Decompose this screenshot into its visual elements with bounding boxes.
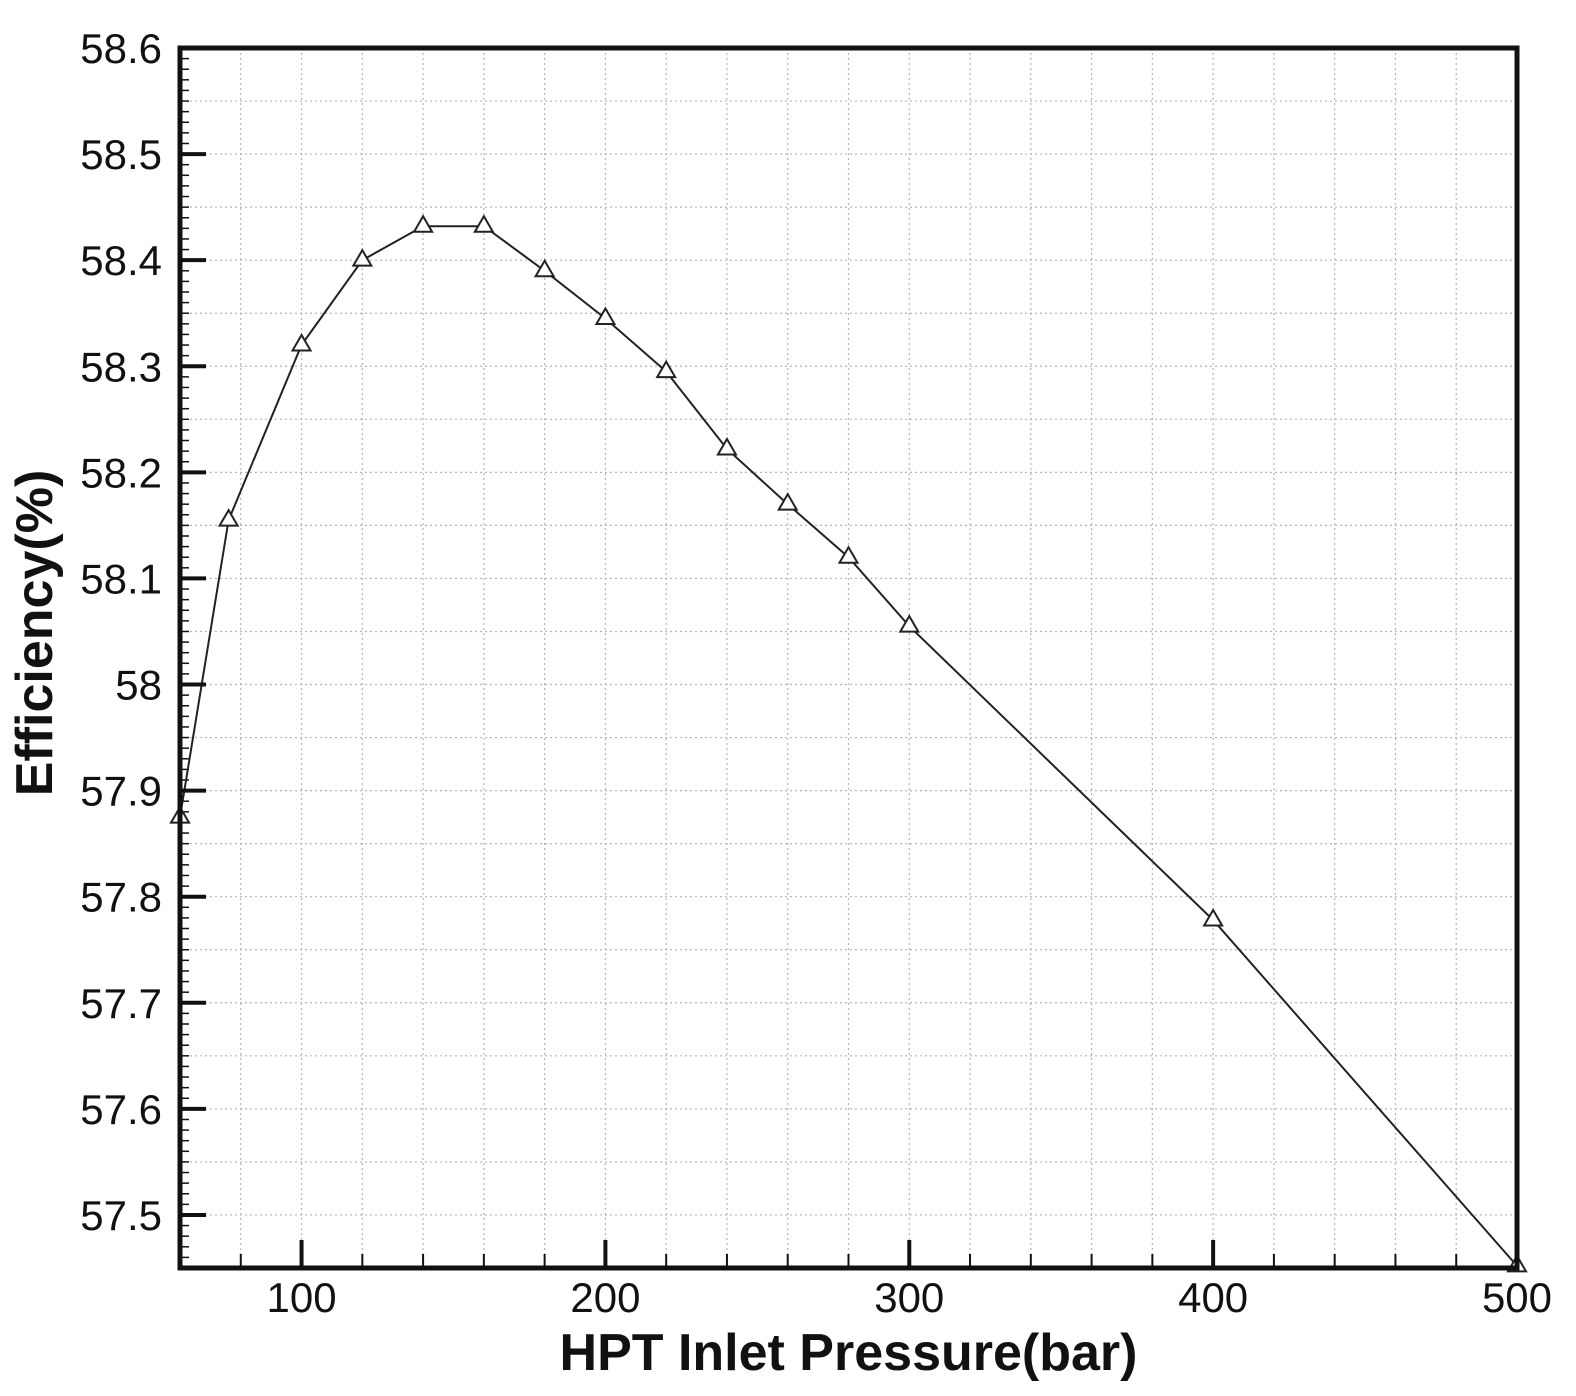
data-point [716, 437, 738, 456]
x-tick-label: 200 [570, 1274, 640, 1321]
x-axis-title: HPT Inlet Pressure(bar) [560, 1324, 1138, 1382]
data-point [776, 492, 799, 511]
y-tick-label: 57.8 [80, 874, 162, 921]
data-point [217, 508, 240, 527]
y-tick-label: 58.3 [80, 343, 162, 390]
y-axis-ticks: 57.5 57.6 57.7 57.8 57.9 58 58.1 58.2 58.3 58.4 58… [80, 25, 206, 1239]
y-tick-label: 58.2 [80, 449, 162, 496]
y-tick-label: 58 [115, 662, 162, 709]
y-tick-label: 58.4 [80, 237, 162, 284]
y-tick-label: 57.7 [80, 980, 162, 1027]
data-point [290, 333, 313, 352]
data-point [473, 214, 495, 233]
x-axis-ticks: 100 200 300 400 500 [267, 1240, 1552, 1321]
y-axis-title: Efficiency(%) [6, 470, 64, 797]
x-tick-label: 500 [1482, 1274, 1552, 1321]
minor-ticks [180, 57, 1458, 1268]
y-tick-label: 58.6 [80, 25, 162, 72]
grid [180, 48, 1517, 1268]
data-point [1202, 908, 1224, 927]
plot-frame [177, 45, 1520, 1271]
data-point [837, 545, 860, 564]
y-tick-label: 57.9 [80, 768, 162, 815]
data-point [655, 359, 677, 379]
data-point [351, 248, 374, 267]
y-tick-label: 57.5 [80, 1192, 162, 1239]
y-tick-label: 57.6 [80, 1086, 162, 1133]
y-tick-label: 58.1 [80, 555, 162, 602]
y-tick-label: 58.5 [80, 131, 162, 178]
data-point [533, 258, 556, 278]
x-tick-label: 300 [874, 1274, 944, 1321]
x-tick-label: 100 [267, 1274, 337, 1321]
x-tick-label: 400 [1178, 1274, 1248, 1321]
data-point [594, 306, 617, 326]
data-point [898, 614, 921, 633]
data-point [412, 214, 434, 233]
series-layer [169, 214, 1528, 1273]
